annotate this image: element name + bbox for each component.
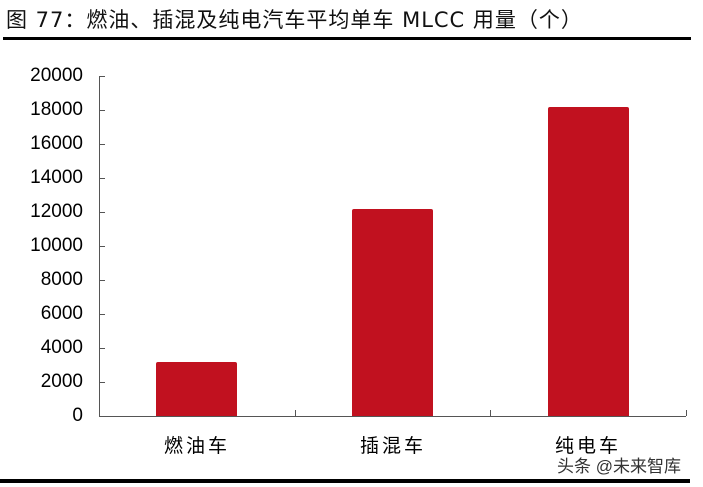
x-tick [295, 410, 296, 416]
y-tick-label: 18000 [30, 99, 83, 120]
y-tick-label: 16000 [30, 133, 83, 154]
bar-1 [156, 362, 237, 416]
y-tick-label: 2000 [40, 371, 83, 392]
y-tick [99, 76, 105, 77]
y-tick [99, 348, 105, 349]
y-tick [99, 178, 105, 179]
y-tick-label: 12000 [30, 201, 83, 222]
y-tick-label: 10000 [30, 235, 83, 256]
y-tick-label: 14000 [30, 167, 83, 188]
x-tick [686, 410, 687, 416]
x-category-label: 纯电车 [554, 435, 621, 457]
x-tick [490, 410, 491, 416]
title-divider [3, 37, 691, 40]
chart-title: 图 77：燃油、插混及纯电汽车平均单车 MLCC 用量（个） [6, 8, 583, 32]
y-tick [99, 416, 105, 417]
watermark: 头条 @未来智库 [557, 457, 681, 476]
bar-3 [548, 107, 629, 416]
x-category-label: 燃油车 [163, 435, 230, 457]
y-tick [99, 212, 105, 213]
bottom-divider [0, 479, 690, 483]
y-tick [99, 314, 105, 315]
y-tick [99, 110, 105, 111]
x-axis [99, 416, 686, 417]
y-tick [99, 382, 105, 383]
x-category-label: 插混车 [359, 435, 426, 457]
y-tick-label: 20000 [30, 65, 83, 86]
y-tick [99, 144, 105, 145]
y-tick-label: 4000 [40, 337, 83, 358]
y-tick [99, 280, 105, 281]
y-tick-label: 0 [72, 405, 83, 426]
y-tick-label: 6000 [40, 303, 83, 324]
y-tick [99, 246, 105, 247]
bar-2 [352, 209, 433, 416]
y-tick-label: 8000 [40, 269, 83, 290]
